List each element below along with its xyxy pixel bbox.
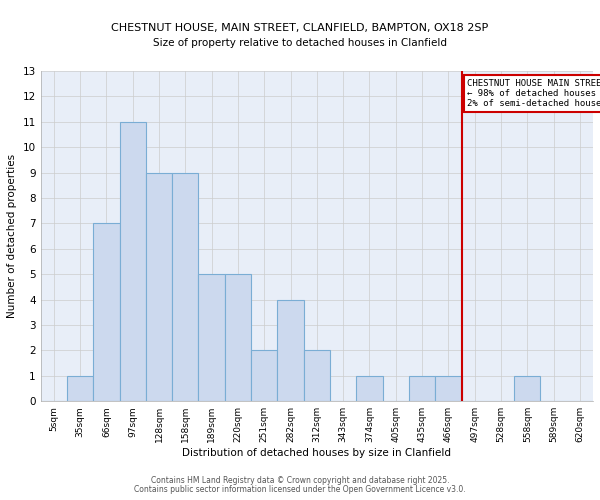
Bar [514, 376, 541, 402]
Bar [225, 274, 251, 402]
Bar [146, 172, 172, 402]
Bar [119, 122, 146, 402]
Text: Size of property relative to detached houses in Clanfield: Size of property relative to detached ho… [153, 38, 447, 48]
Bar [67, 376, 93, 402]
Bar [356, 376, 383, 402]
Bar [304, 350, 330, 402]
Bar [409, 376, 435, 402]
Bar [199, 274, 225, 402]
Bar [93, 224, 119, 402]
Y-axis label: Number of detached properties: Number of detached properties [7, 154, 17, 318]
Text: Contains HM Land Registry data © Crown copyright and database right 2025.: Contains HM Land Registry data © Crown c… [151, 476, 449, 485]
Bar [172, 172, 199, 402]
Text: CHESTNUT HOUSE, MAIN STREET, CLANFIELD, BAMPTON, OX18 2SP: CHESTNUT HOUSE, MAIN STREET, CLANFIELD, … [112, 22, 488, 32]
Text: Contains public sector information licensed under the Open Government Licence v3: Contains public sector information licen… [134, 485, 466, 494]
Bar [277, 300, 304, 402]
X-axis label: Distribution of detached houses by size in Clanfield: Distribution of detached houses by size … [182, 448, 451, 458]
Text: CHESTNUT HOUSE MAIN STREET: 472sqm
← 98% of detached houses are smaller (57)
2% : CHESTNUT HOUSE MAIN STREET: 472sqm ← 98%… [467, 78, 600, 108]
Bar [435, 376, 461, 402]
Bar [251, 350, 277, 402]
